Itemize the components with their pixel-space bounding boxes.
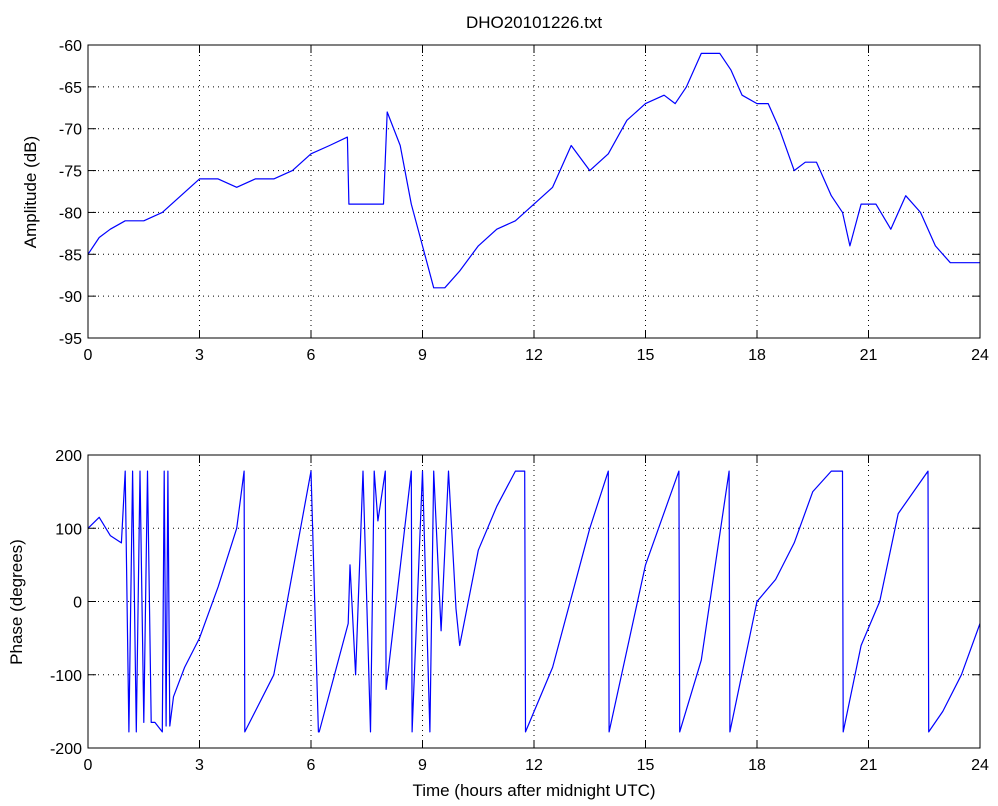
- y-tick-label: -70: [59, 122, 82, 139]
- y-axis-label: Phase (degrees): [7, 539, 26, 665]
- series-group: [87, 470, 981, 733]
- y-tick-label: -65: [59, 80, 82, 97]
- x-tick-label: 9: [418, 347, 427, 364]
- chart-title: DHO20101226.txt: [466, 13, 602, 32]
- y-tick-label: -60: [59, 38, 82, 55]
- x-tick-label: 24: [971, 757, 989, 774]
- x-tick-label: 21: [860, 757, 878, 774]
- x-tick-label: 18: [748, 347, 766, 364]
- x-tick-label: 9: [418, 757, 427, 774]
- plot-area: [88, 45, 980, 338]
- y-tick-label: -95: [59, 331, 82, 348]
- grid: [88, 455, 980, 748]
- y-tick-label: -200: [50, 741, 82, 758]
- series-line: [87, 470, 981, 733]
- x-tick-label: 21: [860, 347, 878, 364]
- y-tick-label: -75: [59, 164, 82, 181]
- series-line: [87, 52, 980, 289]
- x-tick-label: 18: [748, 757, 766, 774]
- y-tick-label: 100: [55, 521, 82, 538]
- phase-chart: 0 3 6 9 12 15 18 21 24 -200 -100 0 100 200 Phase (deg…: [7, 448, 989, 800]
- x-tick-label: 0: [84, 757, 93, 774]
- amplitude-chart: 0 3 6 9 12 15 18 21 24 -95 -90 -85 -80 -75 -70 -65 -60 A…: [21, 38, 989, 364]
- ticks: 0 3 6 9 12 15 18 21 24 -95 -90 -85 -80 -75 -70 -65 -60: [59, 38, 989, 364]
- y-tick-label: 0: [73, 595, 82, 612]
- y-tick-label: -85: [59, 247, 82, 264]
- x-tick-label: 3: [195, 757, 204, 774]
- y-tick-label: 200: [55, 448, 82, 465]
- y-tick-label: -80: [59, 205, 82, 222]
- x-tick-label: 0: [84, 347, 93, 364]
- x-tick-label: 12: [525, 347, 543, 364]
- x-tick-label: 6: [307, 757, 316, 774]
- y-axis-label: Amplitude (dB): [21, 136, 40, 248]
- x-tick-label: 15: [637, 757, 655, 774]
- x-tick-label: 12: [525, 757, 543, 774]
- y-tick-label: -100: [50, 668, 82, 685]
- series-group: [87, 52, 980, 289]
- x-axis-label: Time (hours after midnight UTC): [412, 781, 655, 800]
- x-tick-label: 3: [195, 347, 204, 364]
- ticks: 0 3 6 9 12 15 18 21 24 -200 -100 0 100 200: [50, 448, 989, 774]
- y-tick-label: -90: [59, 289, 82, 306]
- grid: [88, 45, 980, 338]
- x-tick-label: 15: [637, 347, 655, 364]
- x-tick-label: 6: [307, 347, 316, 364]
- x-tick-label: 24: [971, 347, 989, 364]
